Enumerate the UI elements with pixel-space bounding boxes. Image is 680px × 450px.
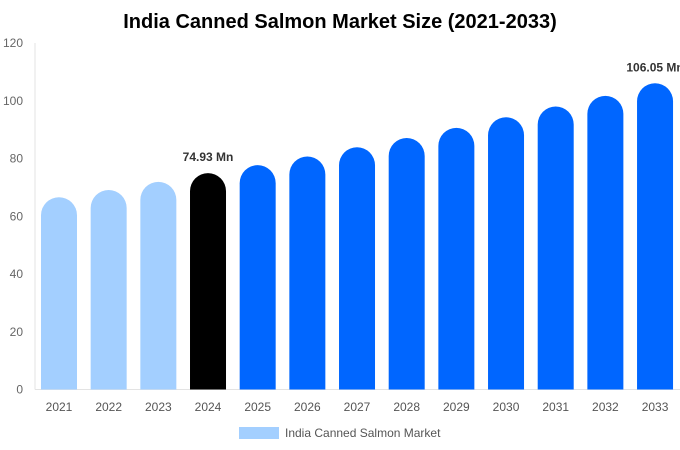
legend-label: India Canned Salmon Market [285, 426, 441, 440]
data-label-2024: 74.93 Mn [183, 150, 234, 164]
bar-2022 [90, 189, 127, 390]
chart-title: India Canned Salmon Market Size (2021-20… [123, 11, 557, 33]
bar-2030 [488, 117, 525, 390]
y-tick-label: 20 [10, 325, 24, 339]
legend-swatch [239, 427, 279, 439]
x-tick-label: 2030 [493, 400, 520, 414]
bar-2032 [587, 95, 624, 390]
x-tick-label: 2033 [642, 400, 669, 414]
x-tick-label: 2024 [195, 400, 222, 414]
legend[interactable]: India Canned Salmon Market [239, 426, 441, 440]
x-tick-label: 2025 [244, 400, 271, 414]
bar-2033 [637, 83, 674, 390]
bar-2024 [190, 173, 227, 390]
y-tick-label: 60 [10, 209, 24, 223]
bar-2031 [537, 106, 574, 390]
bar-2025 [239, 165, 276, 390]
bar-2028 [388, 137, 425, 390]
x-tick-label: 2031 [542, 400, 569, 414]
x-tick-label: 2023 [145, 400, 172, 414]
data-labels: 74.93 Mn 106.05 Mn [183, 60, 680, 164]
x-tick-label: 2032 [592, 400, 619, 414]
y-tick-label: 120 [3, 36, 23, 50]
x-tick-label: 2028 [393, 400, 420, 414]
x-tick-label: 2021 [46, 400, 73, 414]
x-axis: 2021 2022 2023 2024 2025 2026 2027 2028 2029 2030… [46, 400, 669, 414]
x-tick-label: 2027 [344, 400, 371, 414]
bar-2021 [41, 197, 77, 390]
x-tick-label: 2022 [95, 400, 122, 414]
y-tick-label: 0 [16, 383, 23, 397]
bar-2026 [289, 156, 326, 390]
bar-2027 [339, 147, 376, 390]
x-tick-label: 2026 [294, 400, 321, 414]
bar-2029 [438, 127, 475, 390]
bars [41, 83, 674, 390]
data-label-2033: 106.05 Mn [626, 60, 680, 74]
bar-2023 [140, 181, 177, 390]
y-tick-label: 40 [10, 267, 24, 281]
x-tick-label: 2029 [443, 400, 470, 414]
y-tick-label: 80 [10, 152, 24, 166]
y-tick-label: 100 [3, 94, 23, 108]
